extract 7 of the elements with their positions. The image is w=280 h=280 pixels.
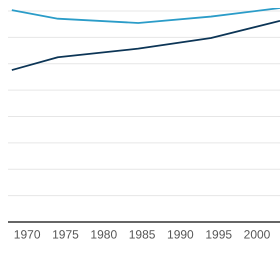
x-tick-label: 1995 xyxy=(205,228,232,242)
x-tick-label: 2000 xyxy=(244,228,271,242)
x-tick-label: 1990 xyxy=(167,228,194,242)
x-tick-label: 1980 xyxy=(90,228,118,242)
x-tick-label: 1985 xyxy=(128,228,156,242)
x-tick-label: 1975 xyxy=(52,228,80,242)
x-tick-label: 1970 xyxy=(14,228,41,242)
